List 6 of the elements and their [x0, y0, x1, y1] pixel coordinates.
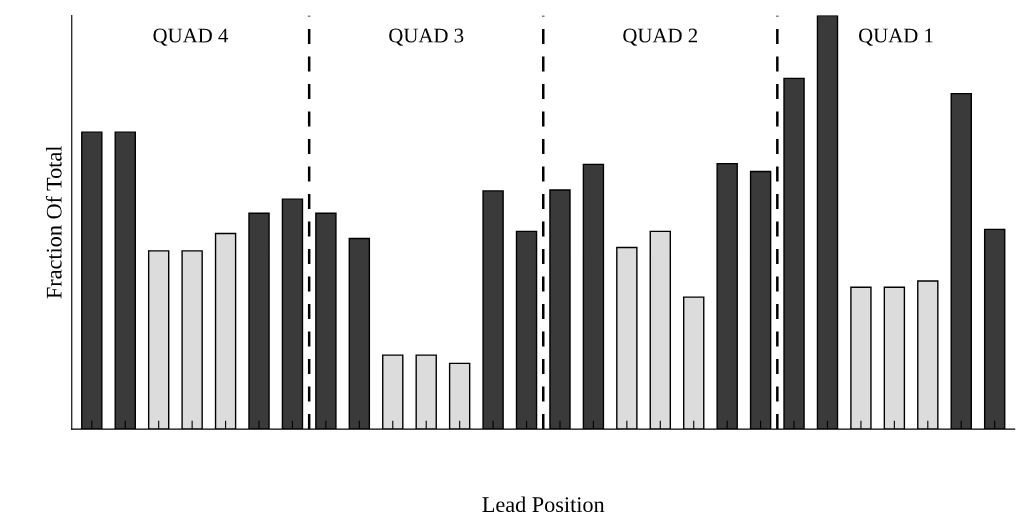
y-axis-title: Fraction Of Total [45, 145, 62, 299]
annotation: QUAD 4 [153, 28, 229, 46]
annotation: QUAD 2 [623, 28, 698, 46]
x-axis-title: Lead Position [482, 496, 605, 513]
annotation: QUAD 1 [858, 28, 933, 46]
annotation: QUAD 3 [389, 28, 464, 46]
